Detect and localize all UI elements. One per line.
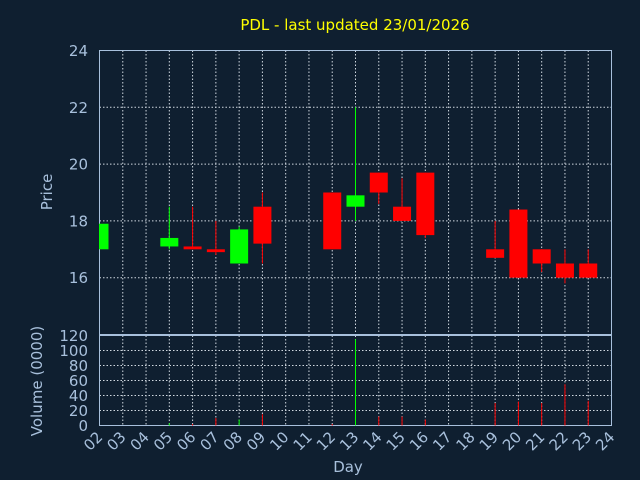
price-tick-label: 20 <box>69 156 88 174</box>
candle-body <box>160 237 179 247</box>
candle-body <box>532 249 551 264</box>
volume-bars <box>168 339 589 426</box>
x-axis: 0203040506070809101112131415161718192021… <box>80 428 618 454</box>
candle-body <box>555 263 574 278</box>
volume-tick-label: 40 <box>69 387 88 405</box>
price-tick-label: 18 <box>69 212 88 230</box>
candle-body <box>369 172 388 193</box>
x-axis-label: Day <box>333 458 363 476</box>
candle-body <box>486 249 505 258</box>
candle <box>555 249 574 284</box>
chart-title: PDL - last updated 23/01/2026 <box>240 16 469 34</box>
x-tick-label: 24 <box>592 428 618 454</box>
candle <box>206 220 225 255</box>
candle-body <box>253 206 272 244</box>
candle <box>369 172 388 204</box>
candle-body <box>206 249 225 253</box>
candle-body <box>230 229 249 264</box>
price-y-axis: 16 18 20 22 24 <box>69 42 88 287</box>
volume-tick-label: 80 <box>69 357 88 375</box>
candle <box>99 223 109 250</box>
candle <box>579 249 598 278</box>
candle-body <box>579 263 598 278</box>
candle-body <box>183 246 202 250</box>
candle-body <box>393 206 412 221</box>
candle <box>253 192 272 264</box>
candle-body <box>99 223 109 250</box>
candle <box>416 172 435 238</box>
candle <box>160 206 179 250</box>
price-tick-label: 22 <box>69 99 88 117</box>
volume-tick-label: 20 <box>69 402 88 420</box>
volume-tick-label: 120 <box>59 327 88 345</box>
candles <box>99 107 598 284</box>
candle <box>486 220 505 258</box>
candle <box>323 192 342 250</box>
candle-body <box>509 209 528 278</box>
price-tick-label: 16 <box>69 269 88 287</box>
candle <box>183 206 202 250</box>
candle <box>509 209 528 278</box>
candle <box>346 107 365 221</box>
candle <box>393 178 412 221</box>
volume-tick-label: 60 <box>69 372 88 390</box>
volume-tick-label: 0 <box>78 417 88 435</box>
volume-tick-label: 100 <box>59 342 88 360</box>
candle <box>230 226 249 264</box>
price-panel-frame <box>99 50 612 335</box>
candle-body <box>323 192 342 250</box>
candle <box>532 249 551 273</box>
candle-body <box>346 195 365 207</box>
price-tick-label: 24 <box>69 42 88 60</box>
candle-body <box>416 172 435 236</box>
price-axis-label: Price <box>38 174 56 211</box>
volume-axis-label: Volume (0000) <box>28 326 46 436</box>
